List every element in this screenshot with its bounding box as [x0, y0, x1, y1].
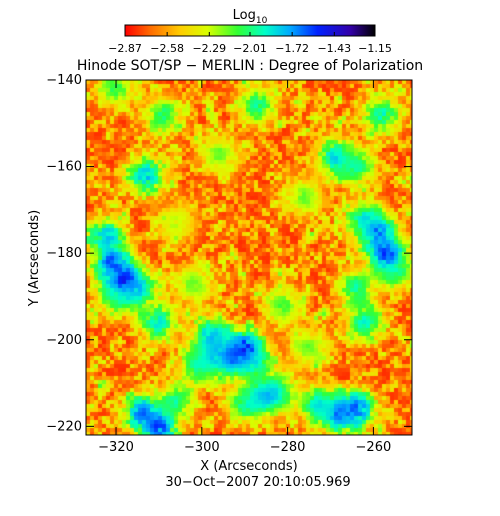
- y-axis-label: Y (Arcseconds): [27, 210, 42, 307]
- colorbar-tick-label: −2.87: [108, 42, 142, 55]
- colorbar-tick-label: −1.15: [358, 42, 392, 55]
- colorbar-tick-label: −2.58: [150, 42, 184, 55]
- y-tick-label: −200: [46, 333, 82, 348]
- x-tick-label: −320: [98, 440, 134, 455]
- colorbar-label: Log10: [233, 8, 268, 26]
- y-tick-label: −220: [46, 419, 82, 434]
- x-axis-label: X (Arcseconds): [200, 459, 297, 474]
- x-tick-label: −280: [270, 440, 306, 455]
- x-tick-label: −300: [184, 440, 220, 455]
- colorbar-tick-label: −2.29: [192, 42, 226, 55]
- y-tick-label: −160: [46, 160, 82, 175]
- heatmap-cells: [86, 80, 412, 435]
- axis-ticks: −320 −300 −280 −260 −140 −160 −180 −200 −220: [46, 73, 412, 455]
- chart-title: Hinode SOT/SP − MERLIN : Degree of Polar…: [77, 58, 423, 74]
- heatmap-image: [86, 80, 412, 435]
- colorbar-tick-label: −1.72: [275, 42, 309, 55]
- x-tick-label: −260: [356, 440, 392, 455]
- y-tick-label: −180: [46, 246, 82, 261]
- y-tick-label: −140: [46, 73, 82, 88]
- colorbar-tick-label: −2.01: [233, 42, 267, 55]
- colorbar-tick-label: −1.43: [317, 42, 351, 55]
- colorbar: [125, 25, 375, 36]
- colorbar-ticks: −2.87 −2.58 −2.29 −2.01 −1.72 −1.43 −1.15: [108, 32, 392, 55]
- plot-frame: [85, 79, 413, 436]
- timestamp-label: 30−Oct−2007 20:10:05.969: [165, 475, 350, 490]
